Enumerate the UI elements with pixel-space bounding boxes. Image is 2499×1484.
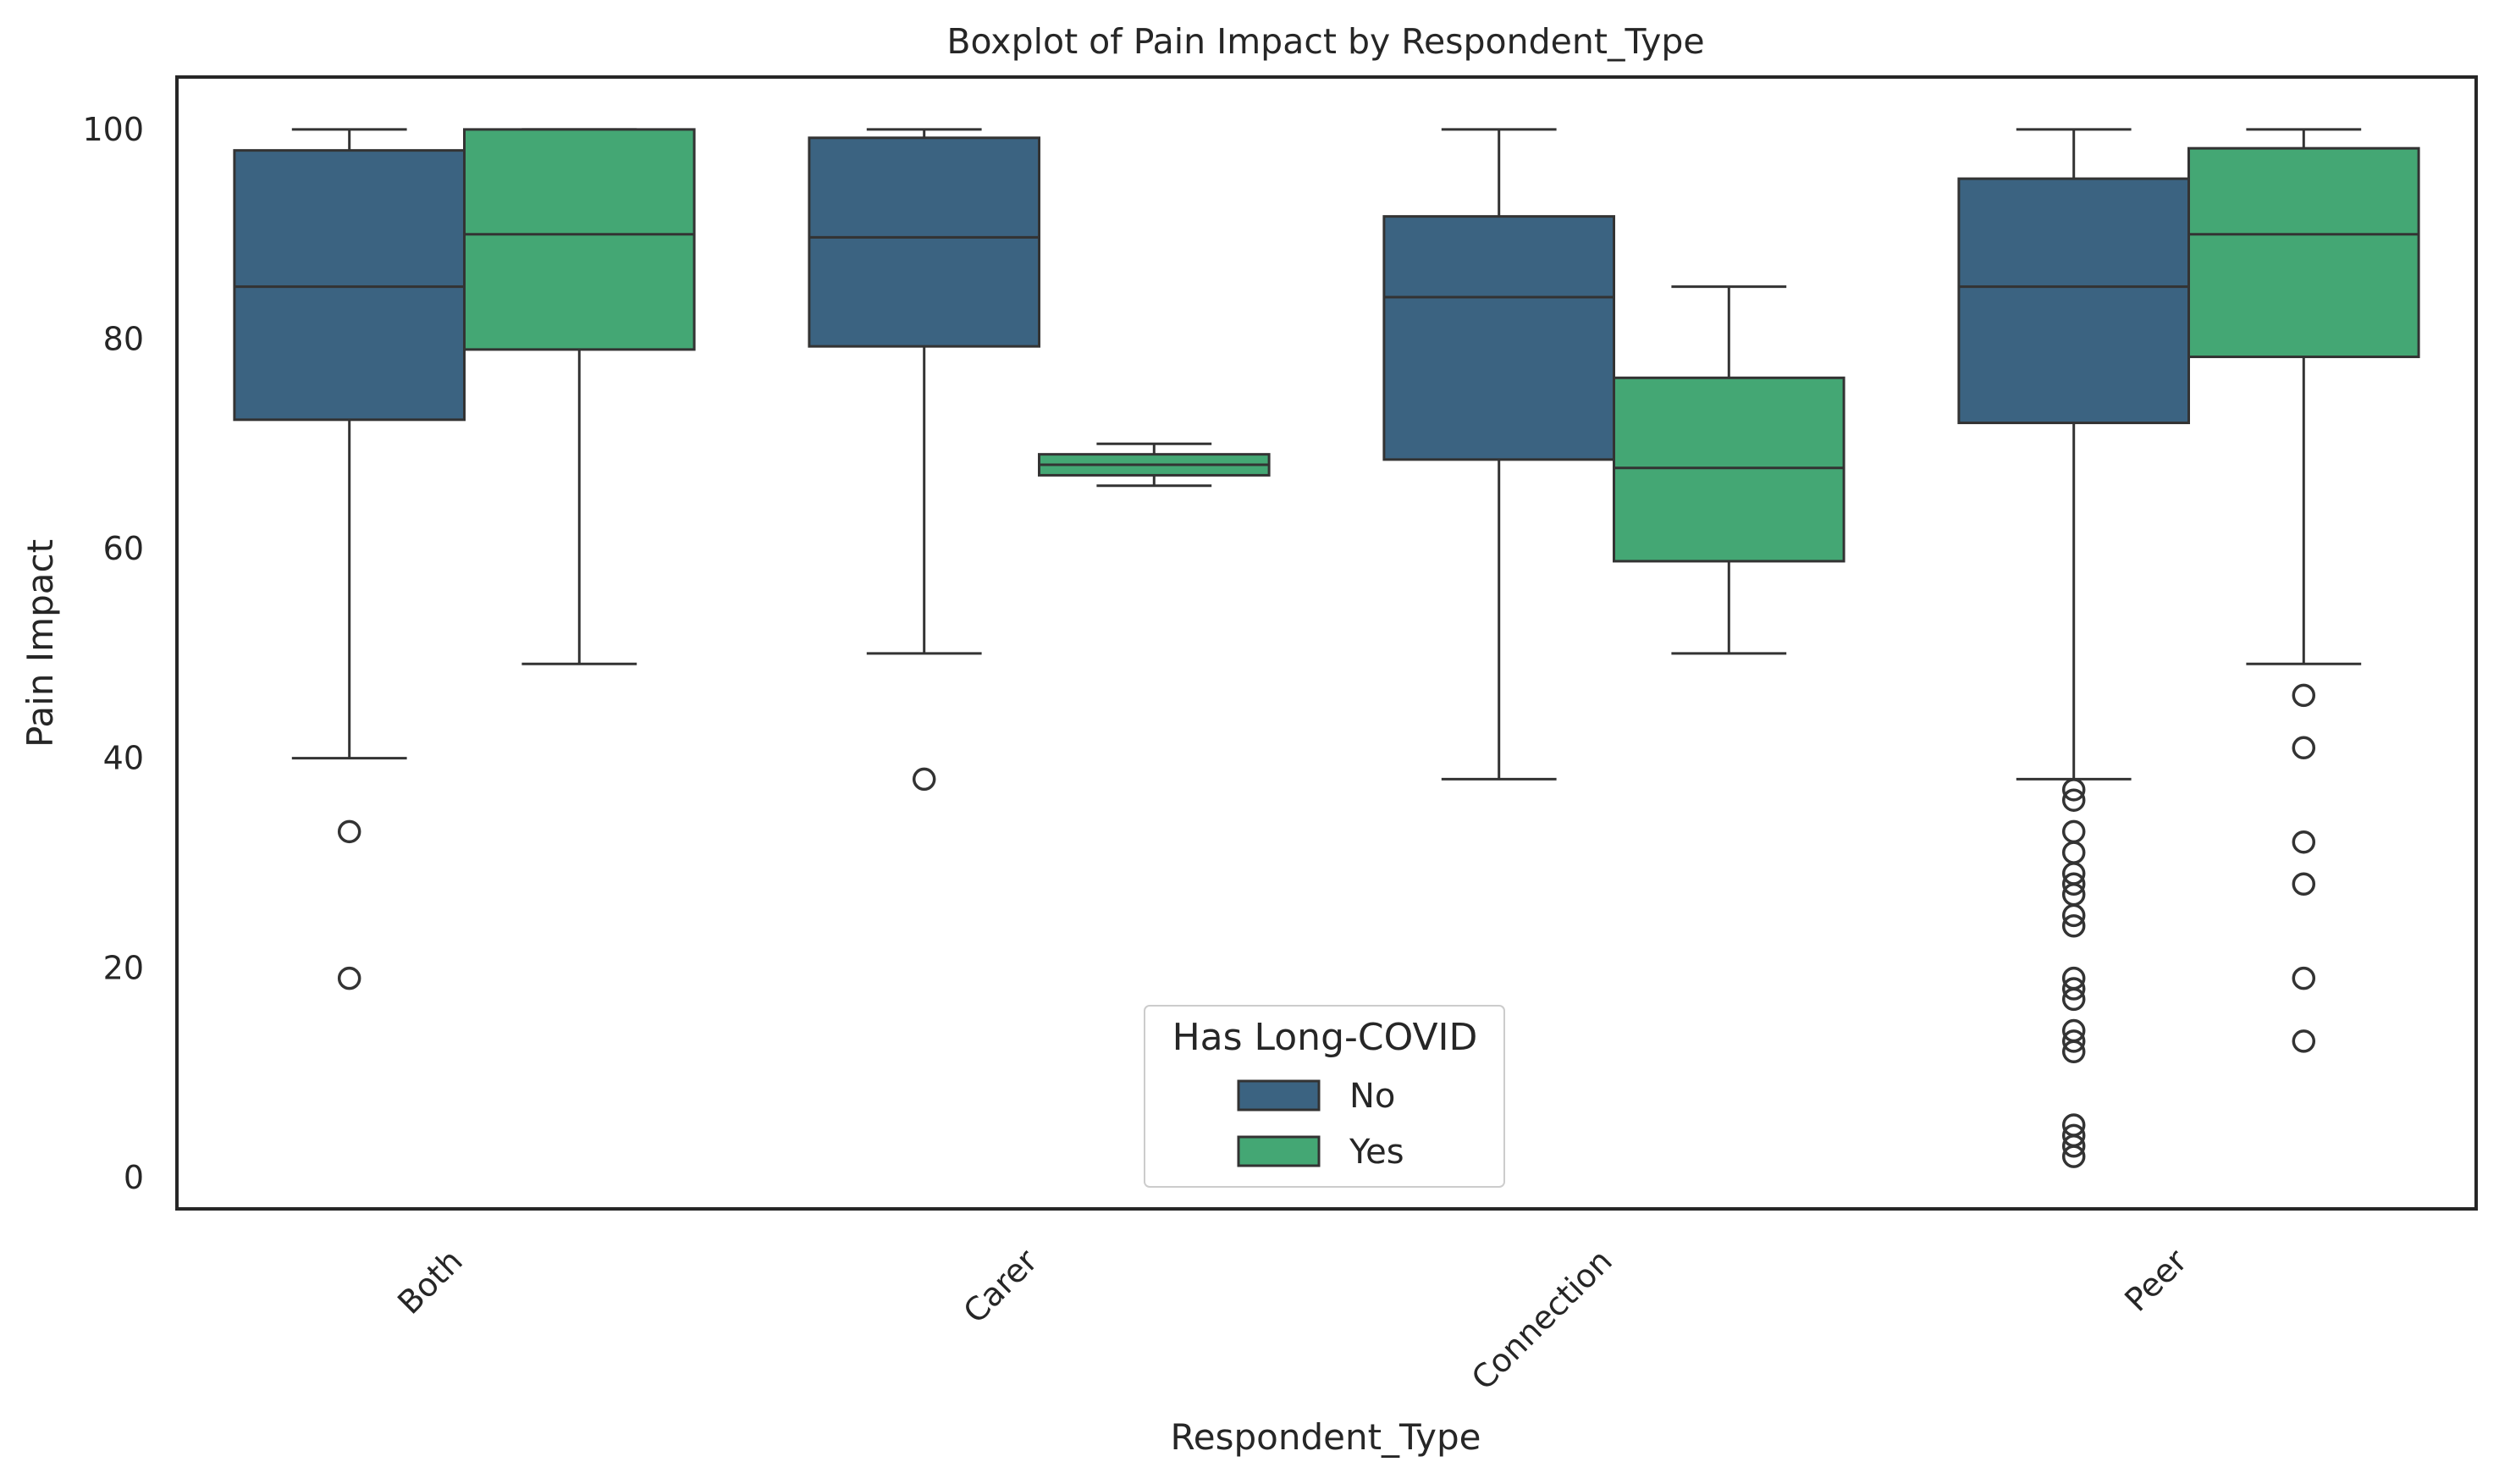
outlier-point (2061, 977, 2086, 1001)
x-axis: Both Carer Connection Peer (390, 1242, 2194, 1397)
x-tick-label: Connection (1465, 1242, 1619, 1397)
box-iqr (1613, 376, 1845, 563)
legend-swatch-no (1237, 1079, 1321, 1112)
box-peer-no (1957, 128, 2190, 1168)
y-tick-label: 100 (82, 111, 144, 148)
box-both-no (233, 128, 466, 990)
box-iqr (1957, 177, 2190, 425)
outlier-point (2061, 788, 2086, 812)
outlier-point (2061, 872, 2086, 896)
box-carer-no (808, 128, 1041, 792)
outlier-point (2061, 987, 2086, 1012)
legend: Has Long-COVID No Yes (1144, 1005, 1505, 1188)
outlier-point (337, 819, 361, 844)
y-tick-label: 0 (124, 1159, 144, 1196)
y-tick-label: 80 (103, 320, 144, 357)
legend-swatch-yes (1237, 1135, 1321, 1167)
outlier-point (2292, 830, 2316, 854)
box-iqr (2187, 146, 2420, 359)
outlier-point (2292, 736, 2316, 760)
x-tick-label: Peer (2117, 1242, 2194, 1319)
outlier-point (2292, 1029, 2316, 1053)
y-tick-label: 60 (103, 530, 144, 567)
box-both-yes (463, 128, 696, 665)
outlier-point (2061, 819, 2086, 844)
outlier-point (912, 767, 936, 792)
chart-title: Boxplot of Pain Impact by Respondent_Typ… (946, 21, 1704, 62)
outlier-point (2061, 778, 2086, 802)
outlier-point (337, 966, 361, 990)
outlier-point (2061, 903, 2086, 928)
outlier-point (2292, 683, 2316, 708)
x-axis-label: Respondent_Type (1170, 1416, 1481, 1458)
y-tick-label: 20 (103, 949, 144, 986)
box-connection-no (1382, 128, 1616, 781)
y-axis-label: Pain Impact (19, 539, 61, 748)
x-tick-label: Both (390, 1242, 470, 1321)
plot-frame (175, 75, 2478, 1211)
box-iqr (1382, 215, 1616, 461)
x-tick-label: Carer (956, 1242, 1045, 1331)
box-iqr (233, 149, 466, 422)
legend-label-yes: Yes (1349, 1133, 1404, 1172)
y-tick-label: 40 (103, 740, 144, 777)
outlier-point (2292, 966, 2316, 990)
box-iqr (463, 128, 696, 351)
box-carer-yes (1038, 442, 1271, 488)
legend-frame (1144, 1005, 1505, 1188)
legend-title: Has Long-COVID (1172, 1016, 1478, 1059)
outlier-point (2292, 872, 2316, 896)
outlier-point (2061, 841, 2086, 864)
box-connection-yes (1613, 285, 1845, 655)
boxes-layer (233, 128, 2420, 1168)
outlier-point (2061, 914, 2086, 938)
outlier-point (2061, 1145, 2086, 1168)
outlier-point (2061, 1134, 2086, 1158)
outlier-point (2061, 1040, 2086, 1064)
outlier-point (2061, 1029, 2086, 1053)
box-peer-yes (2187, 128, 2420, 1053)
box-iqr (808, 136, 1041, 348)
legend-label-no: No (1349, 1077, 1395, 1116)
y-axis: 0 20 40 60 80 100 (82, 111, 144, 1196)
